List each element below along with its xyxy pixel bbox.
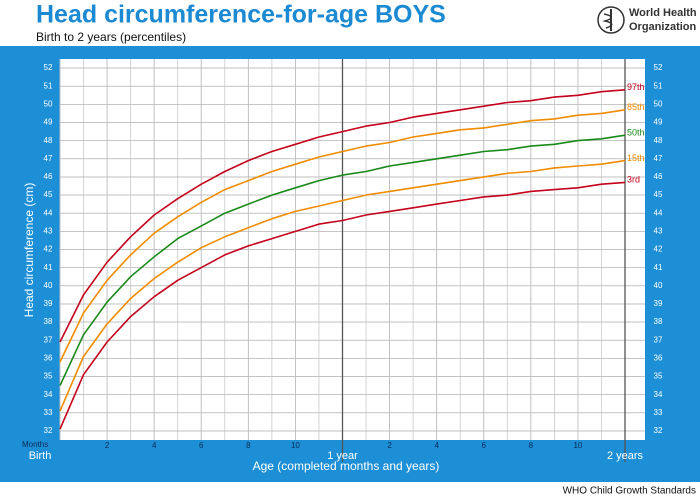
- logo-text: World Health: [629, 7, 697, 19]
- y-tick-label: 39: [44, 299, 53, 308]
- y-tick-label: 52: [44, 63, 53, 72]
- y-tick-label-right: 45: [654, 190, 663, 199]
- y-tick-label: 34: [44, 390, 53, 399]
- series-label: 97th: [627, 82, 645, 92]
- x-unit-label: Months: [22, 440, 48, 449]
- y-tick-label-right: 44: [654, 208, 663, 217]
- marks: 97th 85th 50th 15th 3rd: [59, 82, 645, 430]
- percentile-line: [59, 159, 626, 412]
- x-tick-label: 2: [387, 441, 392, 450]
- y-tick-label-right: 51: [654, 81, 663, 90]
- x-tick-label: 6: [482, 441, 487, 450]
- chart-title: Head circumference-for-age BOYS: [36, 1, 446, 29]
- y-tick-label-right: 33: [654, 408, 663, 417]
- y-tick-label-right: 37: [654, 335, 663, 344]
- series-label: 50th: [627, 128, 645, 138]
- x-tick-label: 4: [152, 441, 157, 450]
- y-tick-label-right: 38: [654, 317, 663, 326]
- y-tick-label-right: 36: [654, 353, 663, 362]
- y-tick-label-right: 42: [654, 245, 663, 254]
- y-tick-label: 43: [44, 226, 53, 235]
- y-tick-label-right: 52: [654, 63, 663, 72]
- x-tick-label: 8: [246, 441, 251, 450]
- x-axis-title: Age (completed months and years): [253, 459, 440, 473]
- y-tick-label: 38: [44, 317, 53, 326]
- y-tick-label-right: 50: [654, 99, 663, 108]
- y-tick-label-right: 32: [654, 426, 663, 435]
- x-tick-label: 10: [573, 441, 582, 450]
- y-tick-label: 46: [44, 172, 53, 181]
- y-tick-label-right: 39: [654, 299, 663, 308]
- y-tick-label-right: 43: [654, 226, 663, 235]
- x-tick-label: 10: [291, 441, 300, 450]
- y-tick-label: 41: [44, 263, 53, 272]
- y-tick-label: 45: [44, 190, 53, 199]
- y-tick-label: 51: [44, 81, 53, 90]
- y-tick-label-right: 48: [654, 136, 663, 145]
- series-label: 3rd: [627, 175, 640, 185]
- x-tick-label: 2: [105, 441, 110, 450]
- percentile-line: [59, 109, 626, 363]
- y-tick-label: 44: [44, 208, 53, 217]
- x-tick-label: 1 year: [327, 450, 358, 462]
- y-tick-label: 36: [44, 353, 53, 362]
- y-axis-title: Head circumference (cm): [22, 183, 36, 318]
- percentile-line: [59, 89, 626, 343]
- x-tick-label: 4: [434, 441, 439, 450]
- who-logo: World Health Organization: [597, 6, 697, 34]
- x-tick-label: 8: [529, 441, 534, 450]
- y-tick-label: 32: [44, 426, 53, 435]
- percentile-line: [59, 134, 626, 386]
- grid: [59, 59, 645, 462]
- y-tick-label: 40: [44, 281, 53, 290]
- y-tick-label-right: 47: [654, 154, 663, 163]
- y-tick-label: 42: [44, 245, 53, 254]
- series-label: 85th: [627, 102, 645, 112]
- y-tick-label-right: 46: [654, 172, 663, 181]
- percentile-line: [59, 181, 626, 430]
- y-tick-label: 37: [44, 335, 53, 344]
- logo-snake: [602, 13, 613, 29]
- y-tick-label: 35: [44, 372, 53, 381]
- y-tick-label-right: 35: [654, 372, 663, 381]
- x-tick-label: Birth: [29, 450, 52, 462]
- chart-subtitle: Birth to 2 years (percentiles): [36, 30, 186, 44]
- x-tick-label: 6: [199, 441, 204, 450]
- footer: WHO Child Growth Standards: [563, 486, 696, 497]
- y-tick-label: 49: [44, 118, 53, 127]
- y-tick-label-right: 34: [654, 390, 663, 399]
- logo-text: Organization: [629, 21, 697, 33]
- y-tick-label: 50: [44, 99, 53, 108]
- y-tick-label: 48: [44, 136, 53, 145]
- y-tick-label: 33: [44, 408, 53, 417]
- series-label: 15th: [627, 153, 645, 163]
- y-tick-label: 47: [44, 154, 53, 163]
- y-tick-label-right: 40: [654, 281, 663, 290]
- x-tick-label: 2 years: [607, 450, 644, 462]
- y-tick-label-right: 41: [654, 263, 663, 272]
- logo-emblem: [597, 6, 625, 34]
- y-tick-label-right: 49: [654, 118, 663, 127]
